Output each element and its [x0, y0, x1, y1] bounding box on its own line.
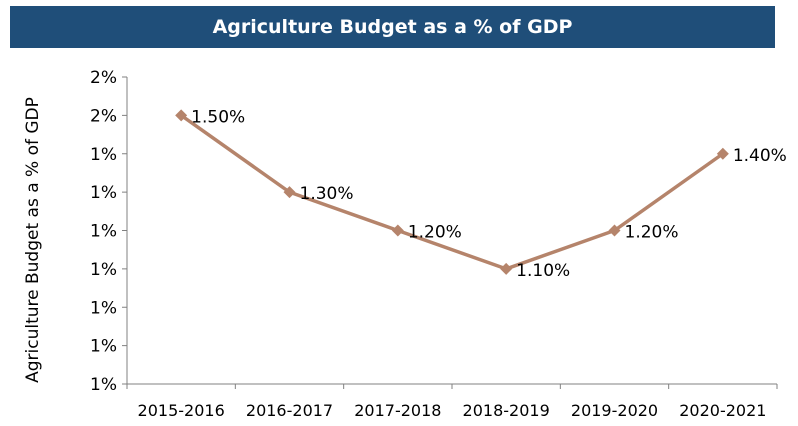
y-tick-label: 1% — [90, 337, 117, 357]
x-tick-label: 2018-2019 — [463, 401, 550, 420]
data-label: 1.20% — [625, 223, 679, 243]
data-label: 1.10% — [516, 261, 570, 281]
y-axis-label: Agriculture Budget as a % of GDP — [23, 97, 43, 383]
chart-title-bar: Agriculture Budget as a % of GDP — [10, 6, 775, 48]
data-point-marker — [175, 109, 188, 122]
x-tick-label: 2020-2021 — [679, 401, 766, 420]
y-tick-label: 1% — [90, 260, 117, 280]
y-tick-label: 1% — [90, 222, 117, 242]
data-labels: 1.50% 1.30% 1.20% 1.10% 1.20% 1.40% — [191, 107, 787, 281]
chart-title: Agriculture Budget as a % of GDP — [212, 16, 573, 38]
y-tick-label: 1% — [90, 375, 117, 395]
y-tick-label: 2% — [90, 68, 117, 88]
x-ticks: 2015-2016 2016-2017 2017-2018 2018-2019 2019… — [126, 384, 778, 420]
data-point-marker — [391, 224, 404, 237]
y-tick-label: 1% — [90, 145, 117, 165]
data-label: 1.20% — [408, 223, 462, 243]
data-label: 1.30% — [300, 184, 354, 204]
y-tick-label: 1% — [90, 298, 117, 318]
series-line — [180, 113, 724, 271]
data-point-marker — [716, 147, 729, 160]
x-tick-label: 2019-2020 — [571, 401, 658, 420]
data-point-marker — [283, 186, 296, 199]
data-point-marker — [608, 224, 621, 237]
data-label: 1.50% — [191, 107, 245, 127]
x-tick-label: 2015-2016 — [138, 401, 225, 420]
y-ticks: 2% 2% 1% 1% 1% 1% 1% 1% 1% — [90, 68, 127, 395]
y-tick-label: 1% — [90, 183, 117, 203]
data-label: 1.40% — [733, 146, 787, 166]
y-tick-label: 2% — [90, 106, 117, 126]
x-tick-label: 2016-2017 — [246, 401, 333, 420]
data-point-marker — [500, 262, 513, 275]
x-tick-label: 2017-2018 — [354, 401, 441, 420]
series-group — [175, 109, 729, 275]
